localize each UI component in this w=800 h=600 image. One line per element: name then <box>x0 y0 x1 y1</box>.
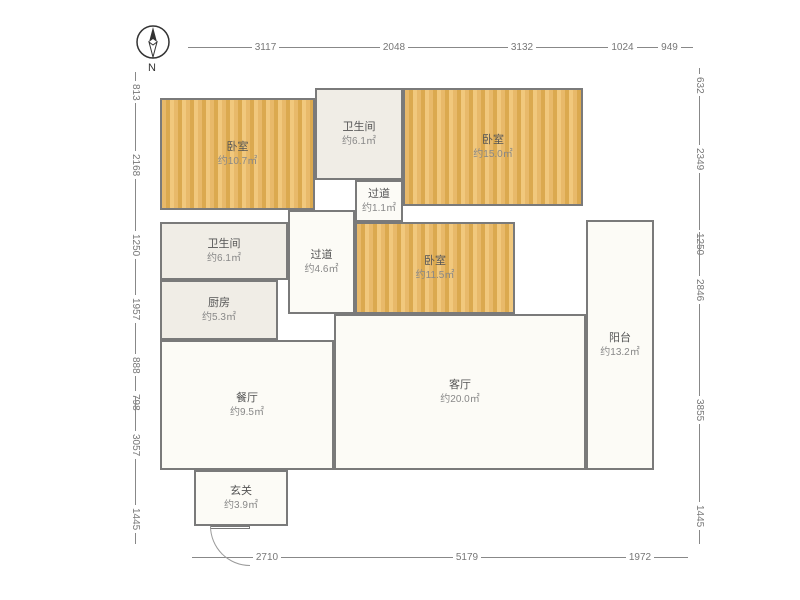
dim-top-4: 949 <box>646 42 693 53</box>
room-area: 约5.3㎡ <box>202 311 236 324</box>
dim-bottom-1: 5179 <box>342 552 592 563</box>
dim-value: 888 <box>130 354 141 377</box>
dim-value: 5179 <box>453 552 481 563</box>
dim-value: 3117 <box>252 42 280 53</box>
room-balc: 阳台约13.2㎡ <box>586 220 654 470</box>
room-area: 约15.0㎡ <box>473 148 512 161</box>
room-area: 约4.6㎡ <box>305 263 339 276</box>
room-area: 约10.7㎡ <box>218 155 257 168</box>
dim-left-1: 2168 <box>130 112 141 218</box>
dim-right-1: 2349 <box>694 102 705 216</box>
dim-left-7: 1445 <box>130 494 141 544</box>
dim-value: 2349 <box>694 145 705 173</box>
room-bed2: 卧室约15.0㎡ <box>403 88 583 206</box>
dim-value: 1957 <box>130 295 141 323</box>
room-name: 厨房 <box>208 296 230 310</box>
dim-left-3: 1957 <box>130 272 141 346</box>
dim-left-2: 1250 <box>130 218 141 272</box>
dim-top-0: 3117 <box>188 42 343 53</box>
dim-left-0: 813 <box>130 72 141 112</box>
dim-right-0: 632 <box>694 68 705 102</box>
room-liv: 客厅约20.0㎡ <box>334 314 586 470</box>
room-name: 卧室 <box>482 133 504 147</box>
room-bed3: 卧室约11.5㎡ <box>355 222 515 314</box>
dim-top-1: 2048 <box>343 42 445 53</box>
dim-right-4: 3855 <box>694 332 705 488</box>
room-name: 餐厅 <box>236 391 258 405</box>
room-name: 过道 <box>368 187 390 201</box>
dim-value: 2048 <box>380 42 408 53</box>
room-name: 卫生间 <box>343 120 376 134</box>
room-bed1: 卧室约10.7㎡ <box>160 98 315 210</box>
room-din: 餐厅约9.5㎡ <box>160 340 334 470</box>
room-name: 客厅 <box>449 378 471 392</box>
dim-right-5: 1445 <box>694 488 705 544</box>
dim-left-4: 888 <box>130 346 141 384</box>
dim-value: 2168 <box>130 151 141 179</box>
dim-value: 1445 <box>130 505 141 533</box>
room-corr2: 过道约4.6㎡ <box>288 210 355 314</box>
dim-value: 632 <box>694 74 705 97</box>
dim-value: 3057 <box>130 431 141 459</box>
room-area: 约11.5㎡ <box>416 269 455 282</box>
room-name: 卧室 <box>424 254 446 268</box>
dim-bottom-0: 2710 <box>192 552 342 563</box>
compass-icon <box>135 24 171 60</box>
room-area: 约1.1㎡ <box>362 202 396 215</box>
room-kit: 厨房约5.3㎡ <box>160 280 278 340</box>
room-name: 阳台 <box>609 331 631 345</box>
room-foyer: 玄关约3.9㎡ <box>194 470 288 526</box>
room-area: 约13.2㎡ <box>600 346 639 359</box>
room-name: 过道 <box>311 248 333 262</box>
dim-value: 1024 <box>608 42 636 53</box>
room-name: 卫生间 <box>208 237 241 251</box>
dim-value: 2710 <box>253 552 281 563</box>
dim-right-3: 2846 <box>694 232 705 348</box>
room-bath2: 卫生间约6.1㎡ <box>160 222 288 280</box>
room-area: 约6.1㎡ <box>342 135 376 148</box>
compass-label: N <box>148 62 156 74</box>
room-name: 卧室 <box>227 140 249 154</box>
dim-value: 2846 <box>694 276 705 304</box>
dim-value: 1250 <box>130 231 141 259</box>
dim-value: 3132 <box>508 42 536 53</box>
room-area: 约9.5㎡ <box>230 406 264 419</box>
dim-value: 949 <box>658 42 681 53</box>
room-name: 玄关 <box>230 484 252 498</box>
dim-bottom-2: 1972 <box>592 552 688 563</box>
room-bath1: 卫生间约6.1㎡ <box>315 88 403 180</box>
room-area: 约3.9㎡ <box>224 499 258 512</box>
dim-top-2: 3132 <box>445 42 599 53</box>
room-area: 约20.0㎡ <box>440 393 479 406</box>
dim-top-3: 1024 <box>599 42 646 53</box>
dim-value: 1972 <box>626 552 654 563</box>
room-area: 约6.1㎡ <box>207 252 241 265</box>
dim-left-6: 3057 <box>130 396 141 494</box>
dim-value: 3855 <box>694 396 705 424</box>
dim-value: 1445 <box>694 502 705 530</box>
dim-value: 813 <box>130 81 141 104</box>
room-corr1: 过道约1.1㎡ <box>355 180 403 222</box>
